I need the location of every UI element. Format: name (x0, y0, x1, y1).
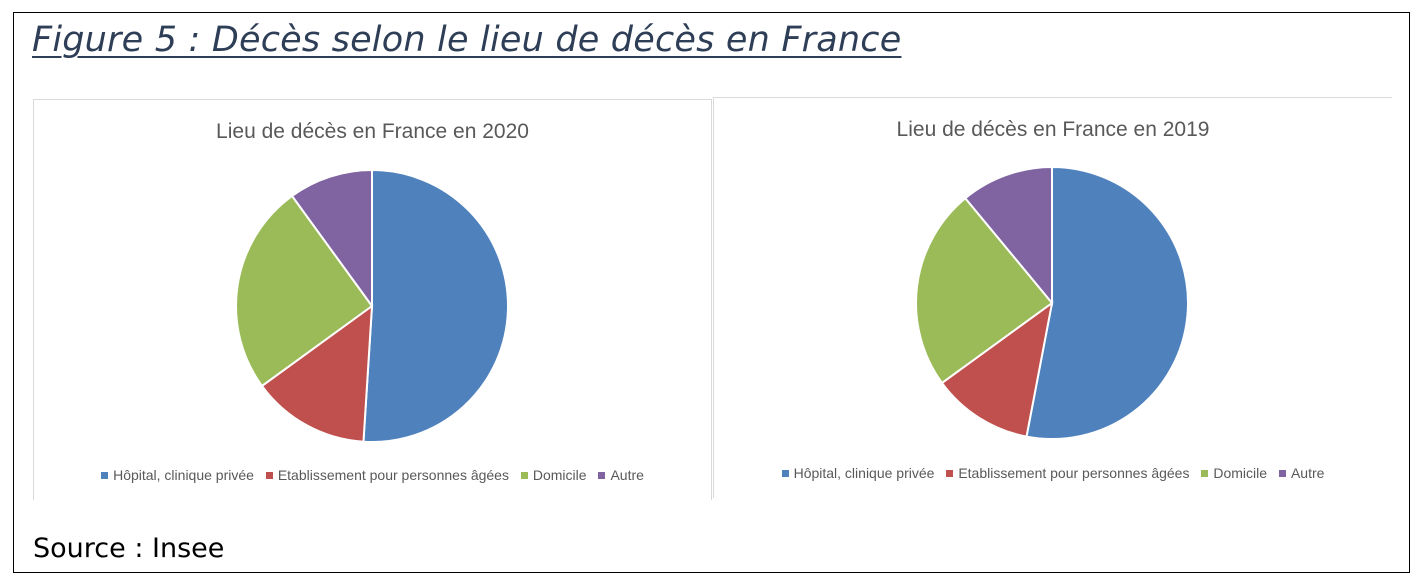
legend-swatch (598, 472, 606, 479)
legend-swatch (1201, 470, 1209, 477)
legend-item-etablissement: Etablissement pour personnes âgées (946, 465, 1189, 481)
legend-item-domicile: Domicile (520, 467, 587, 483)
pie-slice-autre (290, 168, 373, 310)
pie-slice-etablissement (260, 303, 374, 443)
chart-title: Lieu de décès en France en 2020 (216, 120, 529, 143)
legend-item-autre: Autre (598, 467, 644, 483)
legend-item-domicile: Domicile (1201, 465, 1267, 481)
figure-title: Figure 5 : Décès selon le lieu de décès … (32, 20, 902, 60)
legend-label: Hôpital, clinique privée (113, 467, 254, 483)
chart-title: Lieu de décès en France en 2019 (896, 118, 1210, 141)
pie-slice-autre (963, 165, 1053, 306)
chart-2019: Lieu de décès en France en 2019 Hôpital,… (713, 97, 1392, 498)
pie-slice-etablissement (940, 300, 1054, 438)
legend-label: Autre (610, 467, 644, 483)
legend-swatch (101, 472, 109, 479)
legend-label: Etablissement pour personnes âgées (958, 465, 1190, 481)
chart-legend: Hôpital, clinique privée Etablissement p… (34, 467, 711, 483)
legend-item-hopital: Hôpital, clinique privée (781, 465, 935, 481)
pie-slice-domicile (235, 194, 374, 388)
chart-2020: Lieu de décès en France en 2020 Hôpital,… (33, 99, 712, 500)
legend-swatch (520, 472, 528, 479)
pie-chart-2019 (915, 165, 1189, 440)
legend-label: Etablissement pour personnes âgées (277, 467, 509, 483)
source-note: Source : Insee (33, 533, 225, 564)
legend-label: Hôpital, clinique privée (793, 465, 935, 481)
figure-frame (13, 12, 1410, 573)
legend-item-hopital: Hôpital, clinique privée (101, 467, 254, 483)
legend-swatch (946, 470, 954, 477)
chart-legend: Hôpital, clinique privée Etablissement p… (714, 465, 1392, 481)
legend-item-etablissement: Etablissement pour personnes âgées (265, 467, 509, 483)
pie-slice-domicile (915, 196, 1054, 385)
legend-label: Autre (1290, 465, 1325, 481)
pie-chart-2020 (235, 168, 509, 443)
pie-slice-hopital (362, 168, 509, 443)
legend-swatch (1278, 470, 1286, 477)
legend-item-autre: Autre (1278, 465, 1325, 481)
legend-label: Domicile (532, 467, 587, 483)
legend-label: Domicile (1213, 465, 1268, 481)
legend-swatch (265, 472, 273, 479)
legend-swatch (781, 470, 789, 477)
pie-slice-hopital (1025, 165, 1189, 440)
